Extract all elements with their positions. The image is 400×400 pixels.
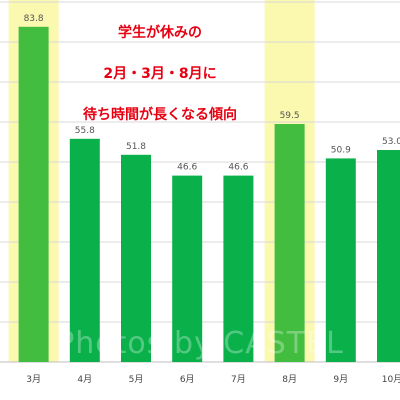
x-tick-label-8月: 8月 [282, 374, 297, 385]
annotation: 学生が休みの 2月・3月・8月に 待ち時間が長くなる傾向 [83, 24, 237, 123]
bar-5月 [121, 154, 151, 362]
bar-10月 [377, 150, 400, 362]
x-tick-label-9月: 9月 [333, 374, 348, 385]
data-labels: 83.8 55.8 51.8 46.6 46.6 59.5 50.9 53.0 [24, 14, 400, 173]
data-label-3月: 83.8 [24, 14, 44, 24]
bar-8月 [274, 124, 305, 362]
x-tick-label-7月: 7月 [231, 374, 246, 385]
x-tick-label-6月: 6月 [180, 374, 195, 385]
x-tick-label-4月: 4月 [77, 374, 92, 385]
bar-6月 [172, 175, 203, 362]
bar-4月 [69, 138, 100, 362]
highlight-bands [8, 0, 315, 362]
annotation-line-2: 2月・3月・8月に [103, 66, 216, 82]
data-label-9月: 50.9 [331, 145, 351, 155]
x-tick-label-10月: 10月 [382, 374, 400, 385]
annotation-line-1: 学生が休みの [118, 24, 202, 41]
bar-7月 [223, 175, 254, 362]
data-label-6月: 46.6 [177, 163, 197, 173]
bar-3月 [18, 26, 49, 363]
bar-9月 [325, 158, 356, 362]
data-label-4月: 55.8 [75, 126, 95, 136]
watermark: Photos by CASTEL [56, 326, 344, 361]
data-label-7月: 46.6 [228, 163, 248, 173]
bars [18, 26, 400, 363]
annotation-line-3: 待ち時間が長くなる傾向 [83, 106, 237, 123]
x-tick-label-3月: 3月 [26, 374, 41, 385]
data-label-8月: 59.5 [280, 111, 300, 121]
x-axis-tick-labels: 3月 4月 5月 6月 7月 8月 9月 10月 [26, 374, 400, 385]
data-label-5月: 51.8 [126, 142, 146, 152]
data-label-10月: 53.0 [382, 137, 400, 147]
x-tick-label-5月: 5月 [129, 374, 144, 385]
